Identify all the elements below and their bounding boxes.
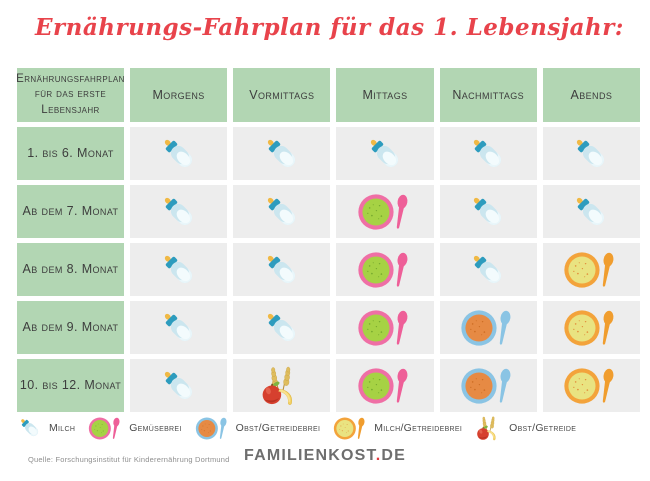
fruit-cereal-icon [259,366,304,406]
page-title: Ernährungs-Fahrplan für das 1. Lebensjah… [35,14,624,41]
schedule-cell [542,359,640,412]
schedule-cell [233,185,331,238]
milk-bottle-icon [570,191,612,233]
row-header-label: Ab dem 8. Monat [22,262,119,277]
column-header-label: Abends [570,87,613,102]
milk-cereal-puree-bowl-icon [563,366,619,406]
milk-cereal-puree-bowl-icon [333,416,368,441]
schedule-cell [439,301,537,354]
milk-cereal-puree-bowl-icon [563,308,619,348]
legend-item: Obst/Getreide [475,416,576,441]
column-header-morgens: Morgens [130,68,228,122]
legend-label: Obst/Getreidebrei [235,422,321,434]
schedule-table: Ernährungsfahrplan für das erste Lebensj… [16,68,640,412]
column-header-label: Nachmittags [452,87,525,102]
schedule-cell [439,359,537,412]
legend-label: Obst/Getreide [509,422,577,434]
row-header: 10. bis 12. Monat [17,359,124,412]
milk-bottle-icon [261,249,303,291]
veggie-puree-bowl-icon [88,416,123,441]
schedule-cell [233,243,331,296]
column-header-vormittags: Vormittags [233,68,331,122]
schedule-cell [233,301,331,354]
legend-label: Milch [49,422,76,434]
schedule-cell [336,359,434,412]
schedule-cell [130,127,228,180]
row-header-label: Ab dem 7. Monat [22,204,119,219]
milk-bottle-icon [467,191,509,233]
table-corner-label: Ernährungsfahrplan für das erste Lebensj… [16,72,125,116]
milk-bottle-icon [158,365,200,407]
column-header-label: Morgens [152,87,205,102]
schedule-cell [233,359,331,412]
legend-item: Gemüsebrei [88,416,181,441]
brand-tld: DE [381,447,407,464]
column-header-label: Mittags [362,87,408,102]
milk-bottle-icon [261,191,303,233]
schedule-cell [336,243,434,296]
column-header-nachmittags: Nachmittags [439,68,537,122]
schedule-cell [130,185,228,238]
source-note: Quelle: Forschungsinstitut für Kinderern… [28,455,230,464]
veggie-puree-bowl-icon [357,192,413,232]
milk-cereal-puree-bowl-icon [563,250,619,290]
column-header-label: Vormittags [249,87,315,102]
column-header-mittags: Mittags [336,68,434,122]
schedule-cell [542,243,640,296]
milk-bottle-icon [467,133,509,175]
milk-bottle-icon [158,191,200,233]
row-header-label: 1. bis 6. Monat [27,146,114,161]
brand-name: FAMILIENKOST [243,447,376,464]
veggie-puree-bowl-icon [357,308,413,348]
legend-label: Milch/Getreidebrei [374,422,463,434]
milk-bottle-icon [158,249,200,291]
milk-bottle-icon [570,133,612,175]
row-header-label: 10. bis 12. Monat [19,378,122,393]
milk-bottle-icon [158,307,200,349]
milk-bottle-icon [261,307,303,349]
schedule-cell [336,301,434,354]
milk-bottle-icon [158,133,200,175]
schedule-cell [130,301,228,354]
row-header: Ab dem 8. Monat [17,243,124,296]
brand-dot: . [375,447,382,464]
legend-item: Milch/Getreidebrei [333,416,462,441]
schedule-cell [130,243,228,296]
schedule-cell [336,127,434,180]
fruit-cereal-puree-bowl-icon [460,308,516,348]
row-header-label: Ab dem 9. Monat [22,320,119,335]
brand-logo: FAMILIENKOST.DE [244,447,406,465]
milk-bottle-icon [467,249,509,291]
table-corner-cell: Ernährungsfahrplan für das erste Lebensj… [16,68,125,122]
schedule-cell [542,301,640,354]
row-header: Ab dem 9. Monat [17,301,124,354]
veggie-puree-bowl-icon [357,366,413,406]
schedule-cell [233,127,331,180]
milk-bottle-icon [364,133,406,175]
row-header: 1. bis 6. Monat [17,127,124,180]
fruit-cereal-puree-bowl-icon [195,416,230,441]
schedule-cell [439,185,537,238]
milk-bottle-icon [17,415,43,441]
schedule-cell [336,185,434,238]
schedule-cell [439,243,537,296]
veggie-puree-bowl-icon [357,250,413,290]
legend-label: Gemüsebrei [129,422,182,434]
milk-bottle-icon [261,133,303,175]
legend: Milch Gemüsebrei Obst/Getreidebrei [17,412,576,444]
schedule-cell [130,359,228,412]
schedule-cell [542,127,640,180]
row-header: Ab dem 7. Monat [17,185,124,238]
schedule-cell [439,127,537,180]
legend-item: Obst/Getreidebrei [195,416,321,441]
schedule-cell [542,185,640,238]
fruit-cereal-puree-bowl-icon [460,366,516,406]
legend-item: Milch [17,415,75,441]
fruit-cereal-icon [475,416,503,441]
column-header-abends: Abends [542,68,640,122]
